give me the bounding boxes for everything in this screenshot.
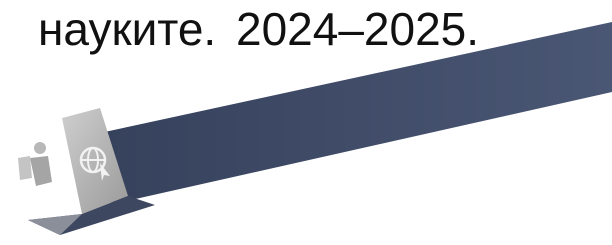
text-word: науките. <box>38 2 216 56</box>
person-board <box>18 156 32 180</box>
text-years: 2024–2025. <box>236 2 479 56</box>
page: науките. 2024–2025. <box>0 0 612 245</box>
person-body <box>30 156 52 186</box>
person-head <box>34 142 46 154</box>
